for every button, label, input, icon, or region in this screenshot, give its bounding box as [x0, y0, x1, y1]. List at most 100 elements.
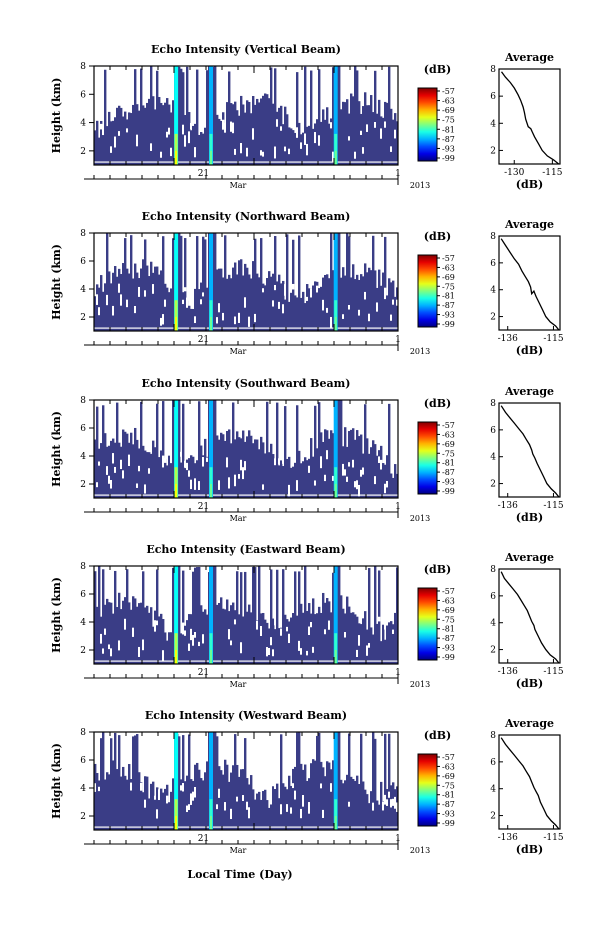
heatmap-cell: [374, 270, 377, 331]
colorbar-tick-label: -75: [442, 282, 455, 291]
heatmap-gap: [268, 647, 271, 656]
heatmap-gap: [240, 459, 243, 471]
heatmap-cell: [158, 97, 161, 165]
heatmap-cell: [136, 734, 139, 830]
heatmap-gap: [314, 132, 317, 144]
heatmap-cell: [344, 780, 347, 830]
heatmap-gap: [222, 312, 225, 321]
year-label: 2013: [410, 680, 430, 689]
colorbar: [417, 87, 438, 162]
panel-4: Echo Intensity (Eastward Beam) 2 4 6 8 Height…: [50, 543, 564, 690]
heatmap-cell: [276, 783, 279, 830]
heatmap-cell: [340, 277, 343, 331]
y-tick-label: 2: [490, 812, 496, 822]
heatmap-cell: [394, 296, 397, 331]
heatmap-gap: [392, 798, 395, 806]
heatmap-gap: [390, 314, 393, 321]
heatmap-gap: [378, 456, 381, 463]
heatmap-cell: [294, 295, 297, 331]
heatmap-cell: [246, 436, 249, 498]
y-tick-label: 8: [490, 65, 496, 75]
heatmap-gap: [330, 122, 333, 129]
heatmap-cell: [278, 798, 281, 830]
heatmap-gap: [232, 122, 235, 134]
heatmap-cell: [196, 69, 199, 165]
heatmap-cell: [134, 263, 137, 331]
heatmap-gap: [96, 294, 99, 305]
heatmap-cell: [304, 66, 307, 165]
heatmap-cell: [268, 98, 271, 165]
average-xlabel: (dB): [516, 511, 543, 524]
heatmap-gap: [160, 317, 163, 326]
heatmap-gap: [284, 146, 287, 152]
heatmap-gap: [192, 791, 195, 801]
heatmap-gap: [188, 131, 191, 144]
heatmap-cell: [134, 735, 137, 830]
heatmap-cell: [174, 400, 179, 498]
heatmap-gap: [206, 457, 209, 462]
heatmap-cell: [128, 112, 131, 165]
heatmap-cell: [346, 596, 349, 664]
heatmap-gap: [154, 620, 157, 632]
heatmap-cell: [110, 121, 113, 165]
heatmap-gap: [288, 484, 291, 497]
y-tick-label: 4: [80, 119, 86, 129]
heatmap-gap: [384, 620, 387, 630]
heatmap-cell: [226, 278, 229, 331]
heatmap-cell: [209, 400, 213, 498]
heatmap-cell: [172, 100, 175, 165]
heatmap-gap: [360, 130, 363, 135]
heatmap-cell: [174, 467, 178, 498]
heatmap-gap: [94, 161, 398, 163]
heatmap-cell: [330, 233, 333, 331]
heatmap-cell: [380, 116, 383, 165]
heatmap-cell: [394, 789, 397, 830]
heatmap-gap: [266, 647, 269, 657]
heatmap-cell: [390, 282, 393, 331]
heatmap-gap: [292, 459, 295, 467]
colorbar-tick-label: -93: [442, 144, 455, 153]
heatmap-gap: [94, 327, 398, 329]
heatmap-gap: [190, 628, 193, 641]
heatmap-gap: [306, 296, 309, 301]
heatmap-cell: [314, 614, 317, 664]
heatmap-gap: [366, 645, 369, 656]
heatmap-cell: [322, 592, 325, 664]
x-tick-label: -115: [543, 334, 563, 344]
heatmap-cell: [352, 264, 355, 331]
heatmap-gap: [274, 458, 277, 466]
heatmap-gap: [256, 620, 259, 630]
heatmap-cell: [160, 450, 163, 498]
heatmap-gap: [138, 465, 141, 472]
heatmap-cell: [209, 732, 213, 830]
colorbar-tick-label: -75: [442, 781, 455, 790]
heatmap-cell: [274, 68, 277, 165]
heatmap-gap: [246, 147, 249, 157]
average-frame: [498, 235, 561, 331]
colorbar-tick-label: -87: [442, 800, 455, 809]
heatmap-gap: [384, 287, 387, 300]
heatmap-cell: [296, 405, 299, 498]
heatmap-cell: [390, 621, 393, 664]
heatmap-cell: [226, 764, 229, 830]
heatmap-cell: [274, 785, 277, 830]
heatmap-cell: [246, 611, 249, 664]
heatmap-cell: [320, 121, 323, 165]
heatmap-cell: [136, 272, 139, 331]
heatmap-frame: [93, 565, 399, 665]
heatmap-cell: [116, 606, 119, 664]
heatmap-cell: [378, 450, 381, 498]
heatmap-cell: [122, 263, 125, 331]
heatmap-gap: [244, 461, 247, 471]
panel-5: Echo Intensity (Westward Beam) 2 4 6 8 Height…: [50, 709, 564, 856]
heatmap-cell: [304, 566, 307, 664]
heatmap-gap: [184, 287, 187, 292]
heatmap-cell: [298, 122, 301, 165]
heatmap-cell: [210, 317, 212, 331]
heatmap-cell: [146, 265, 149, 331]
heatmap-gap: [150, 143, 153, 151]
heatmap-cell: [216, 269, 219, 331]
heatmap-cell: [322, 109, 325, 165]
heatmap-cell: [246, 100, 249, 165]
heatmap-cell: [152, 272, 155, 331]
